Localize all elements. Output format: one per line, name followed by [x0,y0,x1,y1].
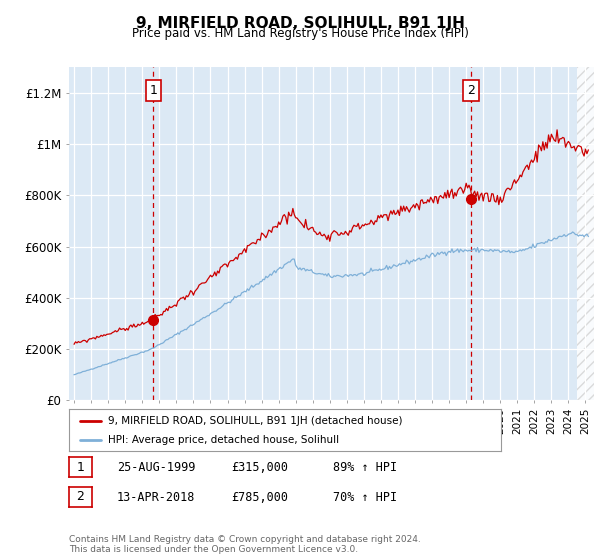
Text: 25-AUG-1999: 25-AUG-1999 [117,461,196,474]
Text: 1: 1 [149,84,157,97]
Text: HPI: Average price, detached house, Solihull: HPI: Average price, detached house, Soli… [108,435,339,445]
Text: 1: 1 [76,460,85,474]
Text: 2: 2 [467,84,475,97]
Bar [577,67,594,400]
Text: 89% ↑ HPI: 89% ↑ HPI [333,461,397,474]
Text: £315,000: £315,000 [231,461,288,474]
Text: 2: 2 [76,490,85,503]
Text: Price paid vs. HM Land Registry's House Price Index (HPI): Price paid vs. HM Land Registry's House … [131,27,469,40]
Text: 9, MIRFIELD ROAD, SOLIHULL, B91 1JH: 9, MIRFIELD ROAD, SOLIHULL, B91 1JH [136,16,464,31]
Text: 13-APR-2018: 13-APR-2018 [117,491,196,504]
Text: £785,000: £785,000 [231,491,288,504]
Text: Contains HM Land Registry data © Crown copyright and database right 2024.
This d: Contains HM Land Registry data © Crown c… [69,535,421,554]
Text: 70% ↑ HPI: 70% ↑ HPI [333,491,397,504]
Text: 9, MIRFIELD ROAD, SOLIHULL, B91 1JH (detached house): 9, MIRFIELD ROAD, SOLIHULL, B91 1JH (det… [108,416,403,426]
